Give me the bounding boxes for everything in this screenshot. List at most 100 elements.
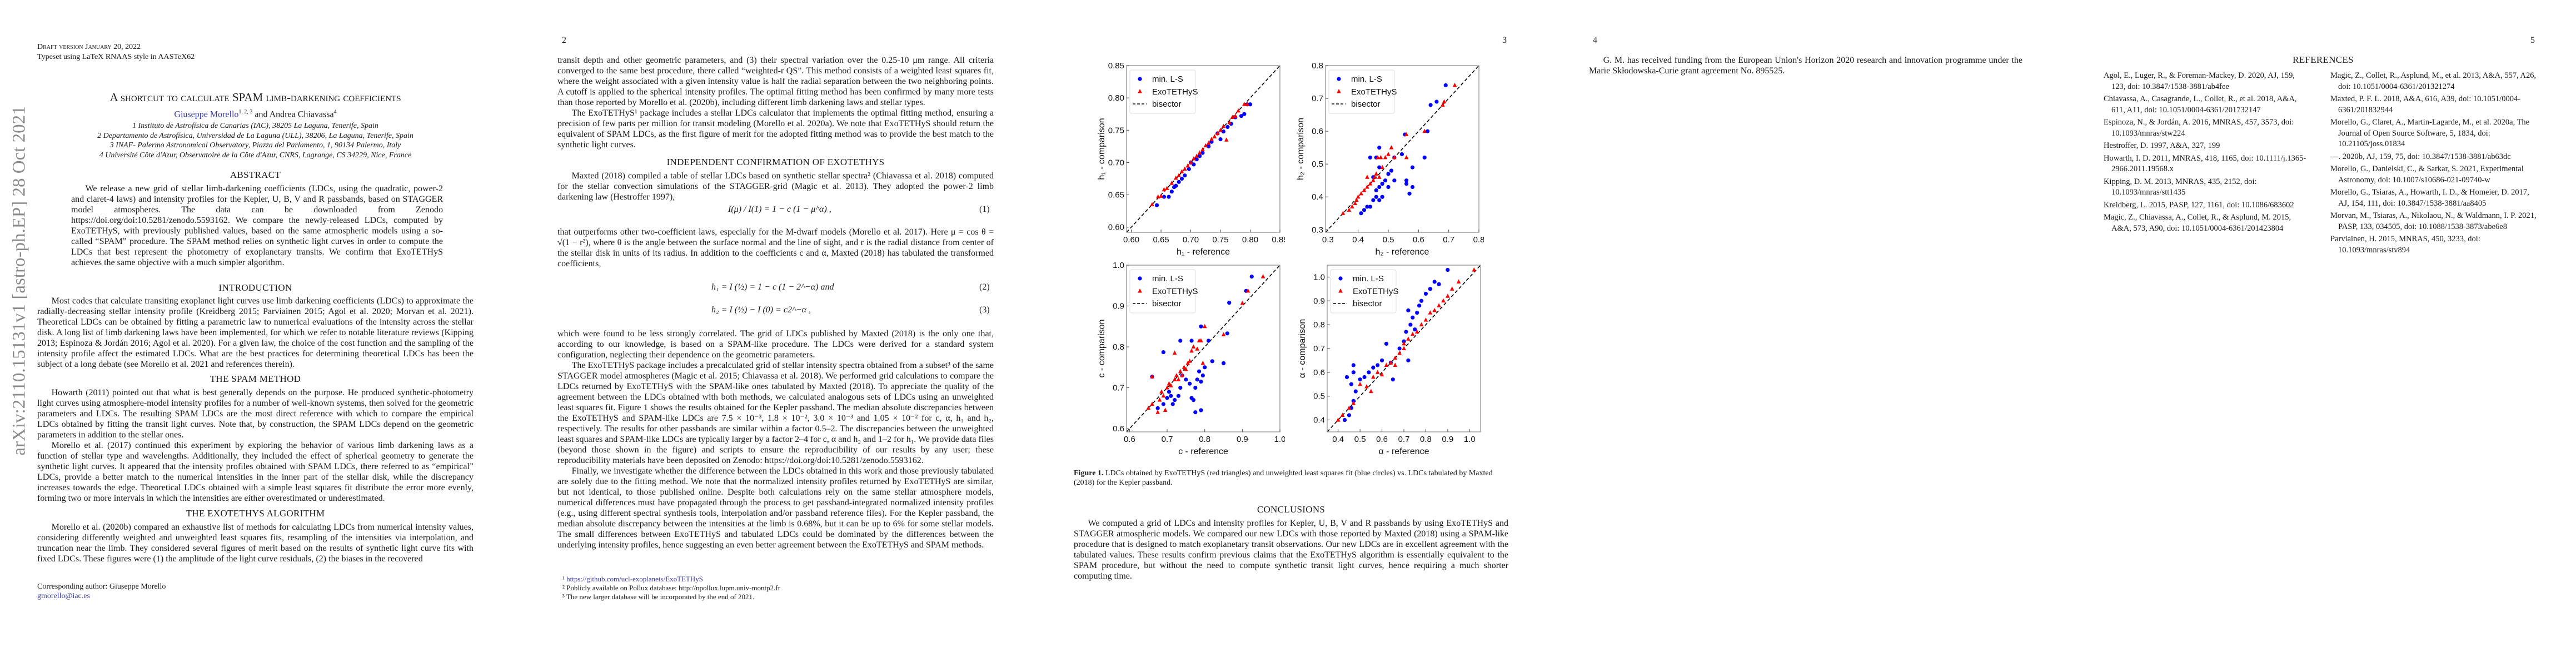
x-tick-label: 0.7 [1443, 235, 1454, 245]
page-number: 5 [2530, 36, 2535, 45]
min-ls-point [1428, 287, 1432, 291]
reference-item[interactable]: Maxted, P. F. L. 2018, A&A, 616, A39, do… [2330, 94, 2521, 115]
exotethys-point [1159, 389, 1164, 394]
min-ls-point [1225, 331, 1229, 336]
exotethys-point [1437, 303, 1441, 307]
min-ls-point [1392, 178, 1397, 183]
min-ls-point [1377, 165, 1382, 170]
reference-item[interactable]: Parviainen, H. 2015, MNRAS, 450, 3233, d… [2330, 235, 2480, 255]
exotethys-point [1206, 141, 1211, 145]
min-ls-point [1179, 176, 1184, 181]
spam-method-heading: THE SPAM METHOD [210, 374, 301, 384]
exotethys-point [1209, 137, 1214, 141]
exotethys-point [1351, 401, 1356, 405]
exotethys-point [1150, 374, 1154, 379]
exotethys-point [1350, 204, 1354, 208]
exotethys-point [1185, 163, 1190, 168]
reference-item: Hestroffer, D. 1997, A&A, 327, 199 [2104, 141, 2220, 150]
exotethys-point [1215, 131, 1220, 136]
plot-frame [1126, 265, 1280, 432]
abstract-text: We release a new grid of stellar limb-da… [71, 184, 443, 267]
figure-caption: Figure 1. LDCs obtained by ExoTETHyS (re… [1074, 469, 1508, 487]
exotethys-point [1184, 367, 1188, 371]
chart-c: 0.6 0.7 0.8 0.9 1.0 0.6 0.7 0.8 0.9 1.0 c - refere… [1097, 261, 1285, 456]
min-ls-point [1410, 185, 1415, 190]
references-heading: REFERENCES [2293, 54, 2354, 65]
exotethys-point [1203, 143, 1208, 148]
reference-item[interactable]: Howarth, I. D. 2011, MNRAS, 418, 1165, d… [2104, 153, 2306, 174]
exotethys-point [1375, 370, 1380, 374]
min-ls-point [1344, 375, 1349, 380]
reference-item[interactable]: Kipping, D. M. 2013, MNRAS, 435, 2152, d… [2104, 177, 2257, 197]
min-ls-point [1367, 370, 1371, 375]
legend-box [1330, 269, 1397, 313]
author-link-morello[interactable]: Giuseppe Morello [174, 109, 239, 120]
min-ls-point [1161, 402, 1165, 406]
x-tick-label: 0.8 [1420, 435, 1432, 444]
legend-exotethys-marker [1138, 288, 1142, 293]
reference-item[interactable]: Chiavassa, A., Casagrande, L., Collet, R… [2104, 94, 2297, 115]
min-ls-point [1428, 103, 1433, 107]
min-ls-point [1404, 330, 1408, 334]
min-ls-point [1351, 370, 1356, 375]
x-tick-label: 0.8 [1473, 235, 1484, 245]
reference-item[interactable]: Morello, G., Danielski, C., & Sarkar, S.… [2330, 165, 2524, 185]
min-ls-point [1199, 408, 1203, 412]
footnote-1-link[interactable]: ¹ https://github.com/ucl-exoplanets/ExoT… [562, 575, 704, 583]
exotethys-point [1374, 171, 1379, 176]
exotethys-point [1362, 187, 1367, 192]
exotethys-point [1169, 383, 1173, 387]
exotethys-point [1340, 412, 1345, 417]
min-ls-point [1174, 183, 1178, 188]
exotethys-point [1452, 82, 1457, 87]
reference-item[interactable]: Espinoza, N., & Jordán, A. 2016, MNRAS, … [2104, 118, 2294, 138]
min-ls-point [1432, 280, 1437, 284]
exotethys-point [1359, 191, 1363, 196]
exotethys-point [1176, 377, 1181, 381]
legend-min-ls-marker [1338, 276, 1343, 281]
page-number: 3 [1502, 36, 1507, 45]
reference-item[interactable]: Morvan, M., Tsiaras, A., Nikolaou, N., &… [2330, 211, 2537, 231]
x-tick-label: 0.70 [1183, 235, 1199, 245]
reference-item[interactable]: Magic, Z., Chiavassa, A., Collet, R., & … [2104, 213, 2291, 233]
x-tick-label: 0.80 [1242, 235, 1258, 245]
equation-2-number: (2) [979, 282, 990, 292]
exotethys-point [1371, 178, 1376, 182]
exotethys-point [1432, 307, 1437, 312]
exotethys-point [1410, 331, 1415, 336]
min-ls-point [1172, 398, 1177, 402]
reference-item[interactable]: Morello, G., Tsiaras, A., Howarth, I. D.… [2330, 188, 2529, 208]
min-ls-point [1413, 327, 1417, 332]
abstract-heading: ABSTRACT [230, 170, 281, 180]
reference-item[interactable]: Morello, G., Claret, A., Martin-Lagarde,… [2330, 118, 2530, 148]
author2: and Andrea Chiavassa [252, 109, 334, 120]
legend-min-ls-label: min. L-S [1152, 74, 1183, 84]
exotethys-point [1422, 128, 1427, 133]
min-ls-point [1351, 363, 1356, 367]
legend-exotethys-label: ExoTETHyS [1152, 287, 1198, 296]
reference-item[interactable]: Agol, E., Luger, R., & Foreman-Mackey, D… [2104, 71, 2295, 91]
author-email-link[interactable]: gmorello@iac.es [37, 592, 90, 600]
x-axis-label: h₂ - reference [1376, 247, 1429, 257]
min-ls-point [1423, 291, 1428, 296]
reference-item[interactable]: Kreidberg, L. 2015, PASP, 127, 1161, doi… [2104, 200, 2294, 210]
min-ls-point [1165, 396, 1169, 400]
min-ls-point [1446, 267, 1450, 272]
reference-item[interactable]: Magic, Z., Collet, R., Asplund, M., et a… [2330, 71, 2537, 91]
exotethys-point [1446, 293, 1450, 298]
min-ls-point [1411, 315, 1415, 320]
reference-item[interactable]: —. 2020b, AJ, 159, 75, doi: 10.3847/1538… [2330, 152, 2511, 161]
x-tick-label: 0.85 [1272, 235, 1285, 245]
min-ls-point [1242, 112, 1247, 116]
acknowledgment: G. M. has received funding from the Euro… [1589, 56, 2022, 76]
legend-bisector-label: bisector [1152, 299, 1182, 308]
exotethys-point [1192, 156, 1196, 161]
exotethys-point [1174, 373, 1179, 377]
y-tick-label: 0.7 [1313, 344, 1325, 354]
exotethys-point [1221, 332, 1226, 336]
plot-frame [1126, 65, 1280, 233]
legend-min-ls-marker [1138, 77, 1142, 81]
exotethys-point [1163, 407, 1168, 412]
equation-3-number: (3) [979, 305, 990, 315]
min-ls-point [1167, 390, 1172, 394]
